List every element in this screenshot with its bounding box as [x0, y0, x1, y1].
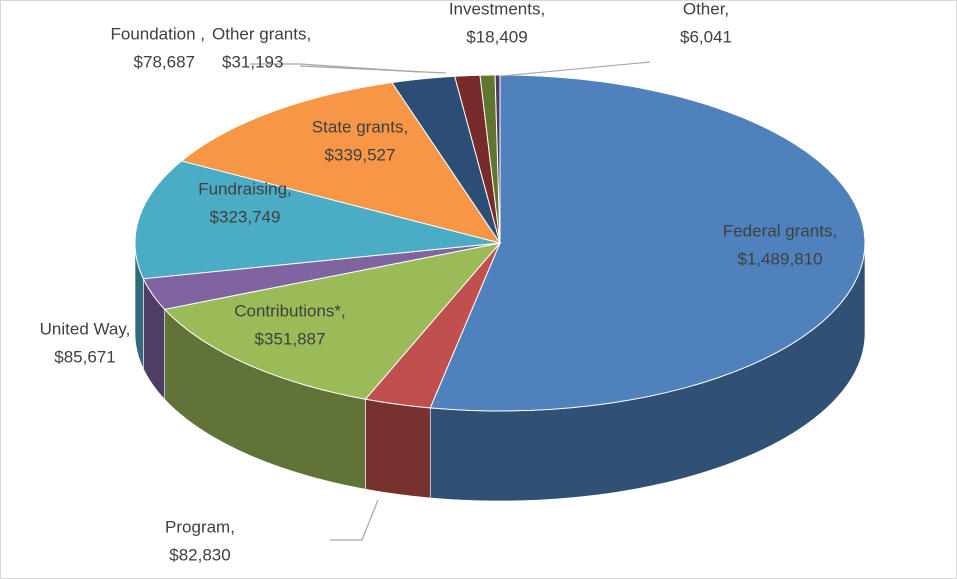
- slice: [163, 242, 502, 400]
- label-value: $18,409: [466, 27, 527, 46]
- slice: [364, 242, 501, 409]
- label-value: $323,749: [210, 207, 281, 226]
- label-value: $78,687: [134, 52, 195, 71]
- data-labels: Federal grants, $1,489,810 Program, $82,830…: [40, 0, 838, 564]
- slice: [142, 242, 501, 310]
- label-category: Fundraising,: [198, 179, 292, 198]
- slice: [479, 74, 501, 244]
- label-category: Foundation ,: [110, 24, 205, 43]
- leader-line: [299, 65, 447, 74]
- pie-tops: [134, 74, 866, 412]
- label-value: $339,527: [325, 145, 396, 164]
- label-value: $85,671: [54, 347, 115, 366]
- label-value: $1,489,810: [737, 249, 822, 268]
- slice: [180, 81, 502, 244]
- slice: [454, 74, 501, 244]
- leader-line: [501, 61, 651, 77]
- label-category: Contributions*,: [234, 301, 346, 320]
- slice: [429, 74, 866, 412]
- label-category: Program,: [165, 517, 235, 536]
- slice-side: [365, 398, 431, 499]
- label-value: $351,887: [255, 329, 326, 348]
- label-value: $6,041: [680, 27, 732, 46]
- label-category: Other,: [683, 0, 729, 18]
- label-category: Other grants,: [212, 24, 311, 43]
- slice: [391, 75, 501, 244]
- label-category: United Way,: [40, 319, 131, 338]
- slice: [494, 74, 501, 244]
- leader-lines: [250, 61, 651, 541]
- label-value: $31,193: [222, 52, 283, 71]
- label-category: State grants,: [312, 117, 408, 136]
- slice: [134, 160, 501, 280]
- label-value: $82,830: [169, 545, 230, 564]
- label-category: Investments,: [449, 0, 545, 18]
- leader-line: [330, 499, 379, 541]
- label-category: Federal grants,: [723, 221, 837, 240]
